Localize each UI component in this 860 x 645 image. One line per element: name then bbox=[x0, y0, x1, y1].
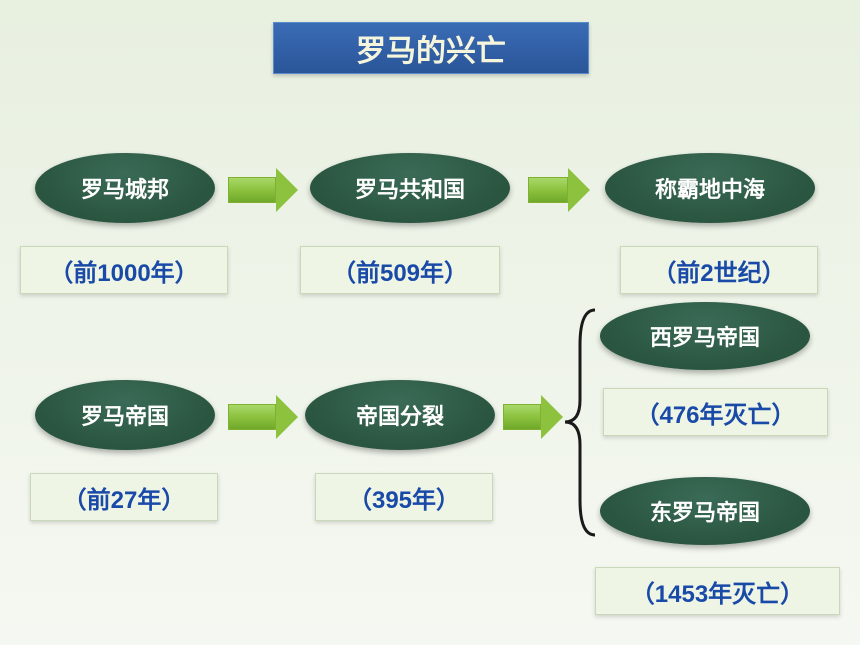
date-text: （前2世纪） bbox=[652, 253, 785, 288]
node-label: 帝国分裂 bbox=[356, 399, 444, 431]
date-text: （1453年灭亡） bbox=[631, 574, 804, 609]
node-republic: 罗马共和国 bbox=[310, 153, 510, 223]
arrow-body bbox=[228, 404, 276, 430]
node-label: 罗马城邦 bbox=[81, 172, 169, 204]
date-text: （395年） bbox=[348, 480, 460, 515]
arrow-3 bbox=[228, 395, 298, 439]
arrow-2 bbox=[528, 168, 590, 212]
arrow-body bbox=[228, 177, 276, 203]
node-split: 帝国分裂 bbox=[305, 380, 495, 450]
date-box-3: （前2世纪） bbox=[620, 246, 818, 294]
date-box-5: （395年） bbox=[315, 473, 493, 521]
node-label: 称霸地中海 bbox=[655, 172, 765, 204]
arrow-head-icon bbox=[276, 168, 298, 212]
node-city-state: 罗马城邦 bbox=[35, 153, 215, 223]
title-box: 罗马的兴亡 bbox=[273, 22, 589, 74]
date-text: （前27年） bbox=[63, 480, 186, 515]
date-box-2: （前509年） bbox=[300, 246, 500, 294]
date-box-4: （前27年） bbox=[30, 473, 218, 521]
node-label: 西罗马帝国 bbox=[650, 320, 760, 352]
date-text: （前509年） bbox=[332, 253, 468, 288]
date-text: （前1000年） bbox=[49, 253, 198, 288]
node-empire: 罗马帝国 bbox=[35, 380, 215, 450]
date-text: （476年灭亡） bbox=[635, 395, 795, 430]
arrow-body bbox=[503, 404, 541, 430]
date-box-6: （476年灭亡） bbox=[603, 388, 828, 436]
node-label: 东罗马帝国 bbox=[650, 495, 760, 527]
arrow-1 bbox=[228, 168, 298, 212]
title-text: 罗马的兴亡 bbox=[356, 26, 506, 70]
arrow-body bbox=[528, 177, 568, 203]
node-label: 罗马共和国 bbox=[355, 172, 465, 204]
arrow-head-icon bbox=[276, 395, 298, 439]
node-mediterranean: 称霸地中海 bbox=[605, 153, 815, 223]
node-west-rome: 西罗马帝国 bbox=[600, 302, 810, 370]
arrow-head-icon bbox=[568, 168, 590, 212]
date-box-1: （前1000年） bbox=[20, 246, 228, 294]
node-label: 罗马帝国 bbox=[81, 399, 169, 431]
node-east-rome: 东罗马帝国 bbox=[600, 477, 810, 545]
arrow-4 bbox=[503, 395, 563, 439]
date-box-7: （1453年灭亡） bbox=[595, 567, 840, 615]
brace-icon bbox=[560, 305, 600, 540]
